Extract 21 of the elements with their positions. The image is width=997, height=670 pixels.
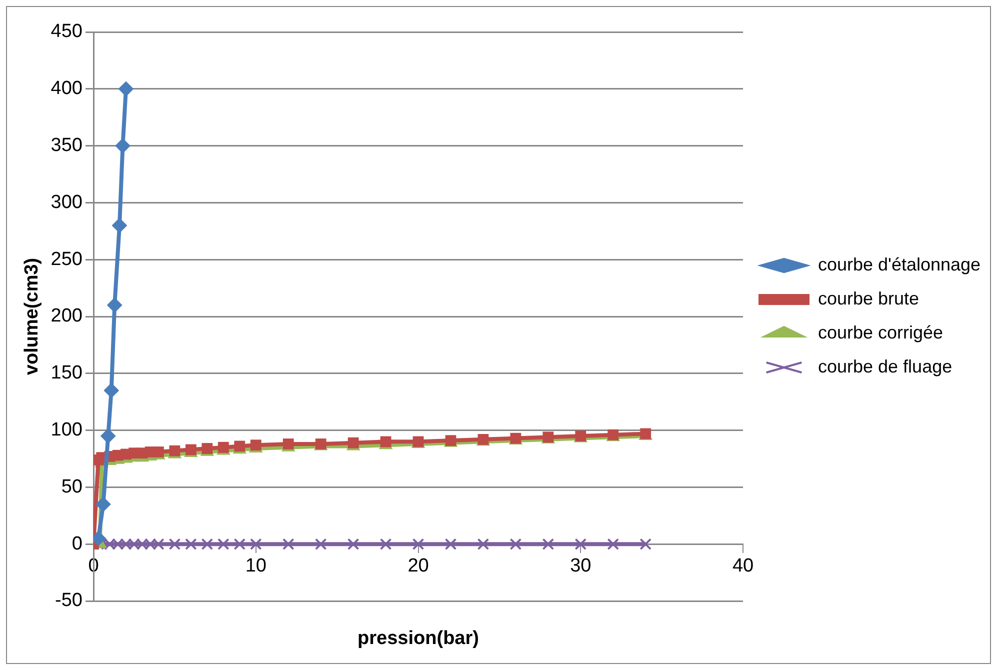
x-tick-label: 30 — [570, 556, 592, 577]
y-tick-label: 300 — [50, 192, 82, 213]
x-axis-title: pression(bar) — [358, 628, 479, 650]
x-tick-label: 40 — [732, 556, 754, 577]
y-axis-title: volume(cm3) — [22, 258, 43, 376]
y-tick-label: 0 — [72, 533, 82, 554]
y-tick-label: 400 — [50, 78, 82, 100]
y-tick-label: 50 — [61, 476, 82, 498]
y-tick-label: 350 — [50, 135, 82, 156]
y-tick-label: 250 — [50, 248, 82, 270]
x-tick-label: 10 — [245, 556, 266, 577]
y-tick-label: 200 — [50, 306, 82, 327]
legend-label: courbe brute — [818, 288, 920, 308]
y-tick-label: -50 — [55, 590, 82, 612]
legend-label: courbe corrigée — [818, 322, 944, 342]
legend-label: courbe d'étalonnage — [818, 254, 981, 274]
y-tick-label: 100 — [50, 420, 82, 441]
y-tick-label: 450 — [50, 21, 82, 42]
legend-label: courbe de fluage — [818, 356, 952, 376]
x-tick-label: 20 — [408, 556, 429, 577]
y-tick-label: 150 — [50, 362, 82, 384]
